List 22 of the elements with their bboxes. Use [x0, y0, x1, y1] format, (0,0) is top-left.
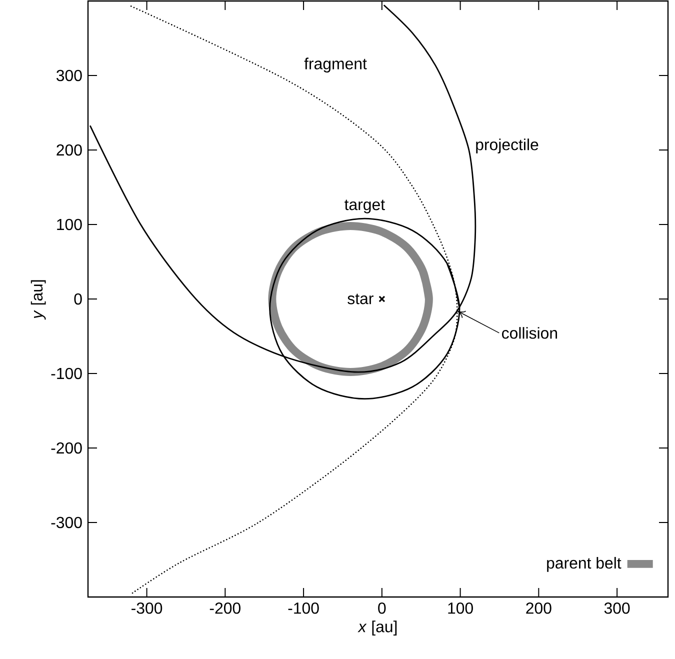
x-tick-label: 200 [526, 602, 552, 614]
x-tick-label: 300 [604, 602, 630, 614]
series-label: target [344, 200, 385, 214]
y-tick-label: -100 [51, 368, 82, 380]
y-tick-label: -300 [51, 516, 82, 528]
x-tick-label: -200 [210, 602, 240, 614]
y-tick-label: 0 [74, 293, 82, 305]
x-tick-label: 100 [448, 602, 473, 614]
series-label: projectile [476, 138, 538, 154]
x-tick-label: -100 [288, 602, 319, 614]
y-tick-label: -200 [51, 442, 82, 454]
x-tick-label: -300 [132, 602, 162, 614]
y-tick-label: 100 [57, 218, 82, 230]
annotation: collision [502, 327, 558, 339]
y-axis-title: y [au] [30, 280, 46, 320]
y-tick-label: 200 [56, 144, 82, 156]
series-label: fragment [304, 58, 367, 73]
annotation: star [348, 294, 374, 304]
y-tick-label: 300 [56, 70, 82, 82]
x-tick-label: 0 [378, 602, 386, 614]
legend-label: parent belt [547, 556, 622, 572]
x-axis-title: x [au] [358, 620, 397, 636]
